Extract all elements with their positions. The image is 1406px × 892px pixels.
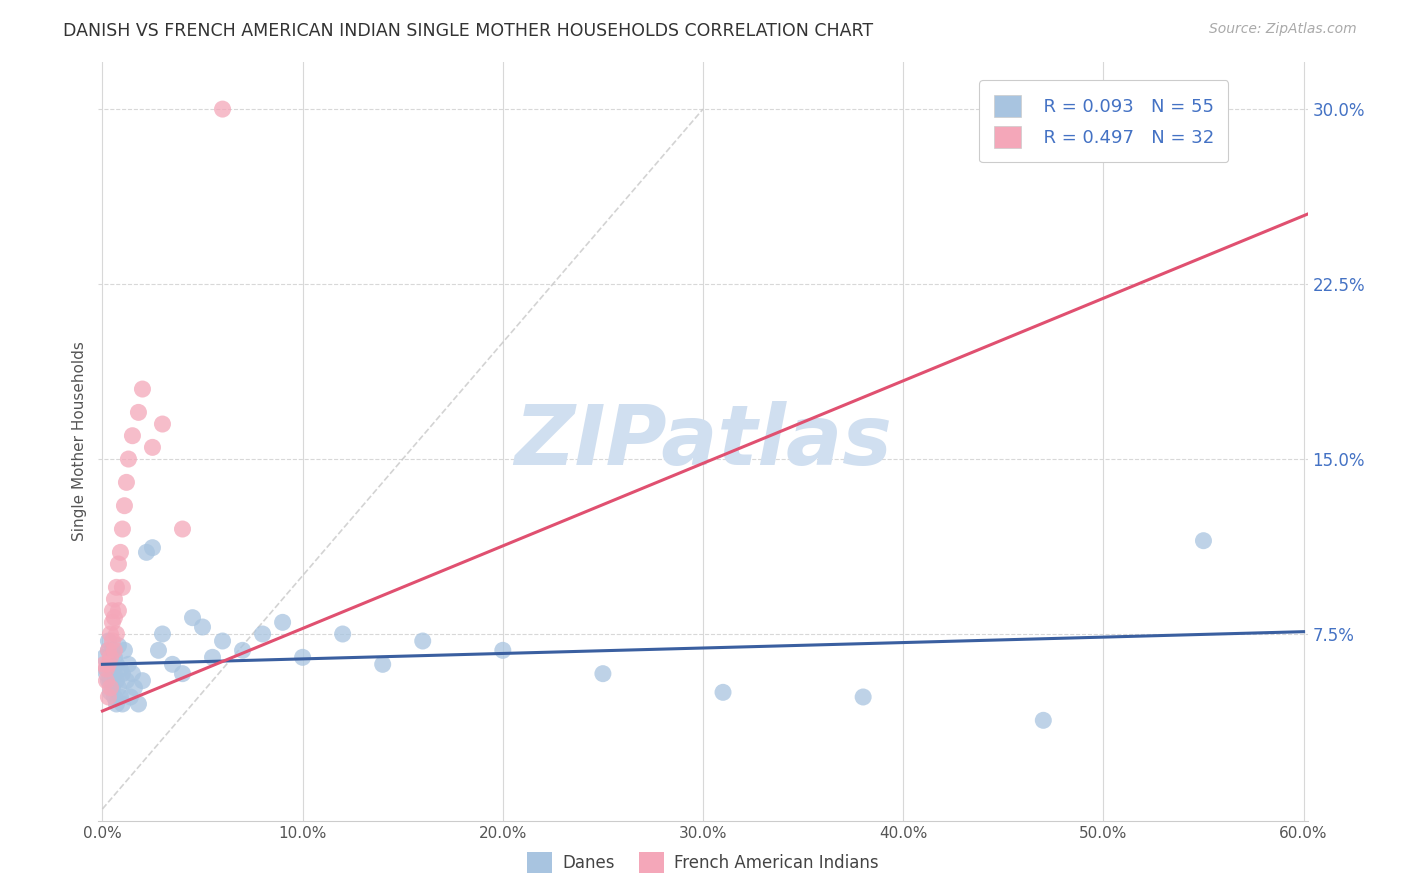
Legend: Danes, French American Indians: Danes, French American Indians bbox=[520, 846, 886, 880]
Point bbox=[852, 690, 875, 704]
Text: ZIPatlas: ZIPatlas bbox=[515, 401, 891, 482]
Point bbox=[124, 681, 146, 695]
Point bbox=[1032, 714, 1054, 728]
Point bbox=[96, 673, 118, 688]
Point bbox=[111, 522, 134, 536]
Point bbox=[96, 662, 118, 676]
Point bbox=[211, 102, 233, 116]
Point bbox=[181, 610, 204, 624]
Point bbox=[127, 405, 149, 419]
Point bbox=[211, 634, 233, 648]
Point bbox=[100, 627, 122, 641]
Point bbox=[105, 657, 128, 672]
Point bbox=[107, 557, 129, 571]
Point bbox=[103, 690, 125, 704]
Point bbox=[114, 643, 136, 657]
Point bbox=[592, 666, 614, 681]
Point bbox=[120, 690, 142, 704]
Point bbox=[105, 673, 128, 688]
Point bbox=[291, 650, 314, 665]
Point bbox=[100, 657, 122, 672]
Point bbox=[252, 627, 274, 641]
Point bbox=[100, 673, 122, 688]
Y-axis label: Single Mother Households: Single Mother Households bbox=[72, 342, 87, 541]
Point bbox=[103, 592, 125, 607]
Point bbox=[107, 639, 129, 653]
Point bbox=[97, 634, 120, 648]
Point bbox=[141, 541, 163, 555]
Point bbox=[107, 681, 129, 695]
Point bbox=[152, 627, 174, 641]
Point bbox=[114, 499, 136, 513]
Point bbox=[135, 545, 157, 559]
Point bbox=[101, 634, 124, 648]
Point bbox=[110, 690, 132, 704]
Point bbox=[103, 643, 125, 657]
Point bbox=[152, 417, 174, 431]
Point bbox=[271, 615, 294, 630]
Point bbox=[172, 522, 194, 536]
Point bbox=[97, 643, 120, 657]
Point bbox=[115, 475, 138, 490]
Point bbox=[117, 452, 139, 467]
Point bbox=[101, 604, 124, 618]
Point bbox=[97, 657, 120, 672]
Point bbox=[162, 657, 184, 672]
Point bbox=[105, 580, 128, 594]
Point bbox=[131, 673, 153, 688]
Text: Source: ZipAtlas.com: Source: ZipAtlas.com bbox=[1209, 22, 1357, 37]
Point bbox=[93, 650, 115, 665]
Point bbox=[97, 673, 120, 688]
Point bbox=[103, 666, 125, 681]
Point bbox=[111, 666, 134, 681]
Point bbox=[191, 620, 214, 634]
Point bbox=[141, 441, 163, 455]
Point bbox=[412, 634, 434, 648]
Point bbox=[101, 615, 124, 630]
Point bbox=[101, 681, 124, 695]
Point bbox=[115, 673, 138, 688]
Point bbox=[121, 428, 143, 442]
Point bbox=[711, 685, 734, 699]
Point bbox=[148, 643, 170, 657]
Point bbox=[100, 650, 122, 665]
Point bbox=[97, 643, 120, 657]
Text: DANISH VS FRENCH AMERICAN INDIAN SINGLE MOTHER HOUSEHOLDS CORRELATION CHART: DANISH VS FRENCH AMERICAN INDIAN SINGLE … bbox=[63, 22, 873, 40]
Point bbox=[97, 690, 120, 704]
Point bbox=[96, 666, 118, 681]
Point bbox=[111, 697, 134, 711]
Point bbox=[105, 697, 128, 711]
Point bbox=[100, 681, 122, 695]
Point bbox=[111, 580, 134, 594]
Point bbox=[105, 627, 128, 641]
Point bbox=[101, 662, 124, 676]
Point bbox=[117, 657, 139, 672]
Legend:   R = 0.093   N = 55,   R = 0.497   N = 32: R = 0.093 N = 55, R = 0.497 N = 32 bbox=[979, 80, 1229, 162]
Point bbox=[172, 666, 194, 681]
Point bbox=[93, 657, 115, 672]
Point bbox=[107, 604, 129, 618]
Point bbox=[232, 643, 254, 657]
Point bbox=[103, 650, 125, 665]
Point bbox=[131, 382, 153, 396]
Point bbox=[201, 650, 224, 665]
Point bbox=[127, 697, 149, 711]
Point bbox=[371, 657, 394, 672]
Point bbox=[492, 643, 515, 657]
Point bbox=[96, 662, 118, 676]
Point bbox=[110, 662, 132, 676]
Point bbox=[332, 627, 354, 641]
Point bbox=[121, 666, 143, 681]
Point bbox=[101, 643, 124, 657]
Point bbox=[103, 610, 125, 624]
Point bbox=[1192, 533, 1215, 548]
Point bbox=[100, 685, 122, 699]
Point bbox=[110, 545, 132, 559]
